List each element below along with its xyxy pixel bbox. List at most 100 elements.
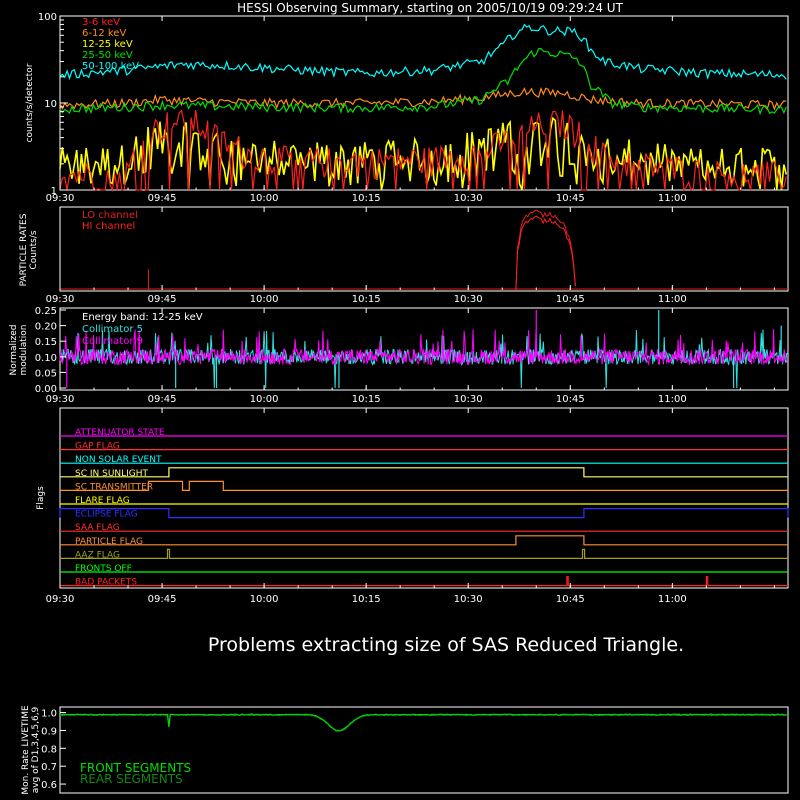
modulation-xtick-label: 09:30	[46, 394, 75, 405]
modulation-ylabel: Normalized	[9, 324, 19, 375]
modulation-ytick-label: 0.25	[35, 306, 57, 317]
flags-xtick-label: 10:45	[556, 594, 585, 605]
flag-line-sc-transmitter	[60, 480, 788, 491]
counts-panel: 100 10 1 09:30 09:45 10:00 10:15 10:30 10:45 11:…	[25, 12, 789, 204]
modulation-ytick-label: 0.20	[35, 322, 57, 333]
flag-label-eclipse-flag: ECLIPSE FLAG	[75, 510, 138, 520]
counts-series-25-50-kev	[59, 47, 787, 116]
flag-label-particle-flag: PARTICLE FLAG	[75, 537, 143, 547]
counts-ytick-label: 1	[51, 186, 57, 197]
flag-label-bad-packets: BAD PACKETS	[75, 578, 137, 588]
modulation-ylabel-2: modulation	[19, 325, 29, 376]
livetime-ytick-label: 0.9	[41, 726, 57, 737]
flag-label-saa-flag: SAA FLAG	[75, 523, 120, 533]
flag-line-particle-flag	[60, 535, 788, 546]
flags-plot-area: ATTENUATOR STATE GAP FLAG NON SOLAR EVENT S…	[59, 428, 789, 588]
livetime-yticks: 1.0 0.9 0.8 0.7 0.6	[41, 709, 66, 791]
flags-xtick-label: 10:15	[352, 594, 381, 605]
counts-xtick-label: 09:45	[148, 193, 177, 204]
legend-3-6-kev: 3-6 keV	[82, 17, 120, 28]
flags-xtick-label: 11:00	[658, 594, 687, 605]
particle-xtick-label: 10:00	[250, 294, 279, 305]
flags-panel: ATTENUATOR STATE GAP FLAG NON SOLAR EVENT S…	[36, 407, 789, 605]
modulation-ytick-label: 0.10	[35, 353, 57, 364]
counts-xtick-label: 10:45	[556, 193, 585, 204]
modulation-xtick-label: 10:45	[556, 394, 585, 405]
particle-ylabel: PARTICLE RATES	[19, 213, 29, 286]
livetime-ylabel: Mon. Rate LIVETIME	[21, 705, 31, 795]
particle-ylabel-units: Counts/s	[29, 230, 39, 269]
modulation-ytick-label: 0.05	[35, 368, 57, 379]
flag-label-fronts-off: FRONTS OFF	[75, 564, 132, 574]
flags-xtick-label: 09:30	[46, 594, 75, 605]
particle-xtick-label: 11:00	[658, 294, 687, 305]
particle-panel: 09:30 09:45 10:00 10:15 10:30 10:45 11:00 PART…	[19, 206, 789, 305]
sas-error-message: Problems extracting size of SAS Reduced …	[208, 634, 684, 656]
modulation-ytick-label: 0.15	[35, 337, 57, 348]
modulation-yticks: 0.25 0.20 0.15 0.10 0.05 0.00	[35, 306, 66, 395]
counts-series-6-12-kev	[59, 86, 787, 111]
modulation-panel: 0.25 0.20 0.15 0.10 0.05 0.00 09:30 09:45 10:00…	[9, 306, 789, 405]
particle-xtick-label: 10:30	[454, 294, 483, 305]
livetime-ylabel-2: avg of D1,3,4,5,6,9	[31, 706, 41, 793]
livetime-panel: 1.0 0.9 0.8 0.7 0.6 Mon. Rate LIVETIME avg o…	[21, 705, 789, 795]
livetime-ytick-label: 0.7	[41, 762, 57, 773]
flag-line-aaz-flag	[60, 548, 788, 559]
legend-50-100-kev: 50-100 keV	[82, 61, 139, 72]
counts-plot-area	[59, 23, 788, 193]
legend-collimator-9: Collimator 9	[82, 336, 143, 347]
particle-xtick-label: 10:15	[352, 294, 381, 305]
particle-xtick-label: 09:45	[148, 294, 177, 305]
livetime-ytick-label: 0.8	[41, 744, 57, 755]
livetime-plot-area	[59, 713, 787, 732]
flag-line-bad-packets	[60, 576, 788, 587]
legend-6-12-kev: 6-12 keV	[82, 28, 126, 39]
counts-series-3-6-kev	[59, 109, 787, 193]
legend-collimator-5: Collimator 5	[82, 324, 143, 335]
livetime-front-curve	[59, 713, 787, 732]
livetime-ytick-label: 0.6	[41, 780, 57, 791]
counts-xticks: 09:30 09:45 10:00 10:15 10:30 10:45 11:00	[46, 16, 775, 204]
flags-xtick-label: 10:00	[250, 594, 279, 605]
flag-label-sc-transmitter: SC TRANSMITTER	[75, 482, 153, 492]
modulation-axes-frame	[59, 307, 789, 391]
modulation-plot-area	[59, 310, 788, 389]
legend-lo-channel: LO channel	[82, 210, 138, 221]
livetime-axes-frame	[59, 706, 789, 794]
flags-ylabel: Flags	[36, 486, 46, 510]
particle-hi-curve	[515, 215, 576, 291]
counts-xtick-label: 09:30	[46, 193, 75, 204]
flag-label-sc-in-sunlight: SC IN SUNLIGHT	[75, 469, 149, 479]
flags-xtick-label: 09:45	[148, 594, 177, 605]
flags-axes-frame	[59, 407, 789, 589]
modulation-xtick-label: 10:00	[250, 394, 279, 405]
flags-xtick-label: 10:30	[454, 594, 483, 605]
counts-xtick-label: 10:15	[352, 193, 381, 204]
counts-legend: 3-6 keV 6-12 keV 12-25 keV 25-50 keV 50-…	[82, 17, 139, 72]
modulation-collimator-9-curve	[59, 329, 788, 367]
legend-25-50-kev: 25-50 keV	[82, 50, 133, 61]
counts-yticks: 100 10 1	[38, 12, 68, 197]
modulation-xtick-label: 11:00	[658, 394, 687, 405]
livetime-ytick-label: 1.0	[41, 709, 57, 720]
counts-ytick-label: 100	[38, 12, 57, 23]
counts-xtick-label: 10:00	[250, 193, 279, 204]
counts-ylabel: counts/s/detector	[25, 63, 35, 142]
counts-xtick-label: 10:30	[454, 193, 483, 204]
legend-front-segments: FRONT SEGMENTS	[80, 761, 191, 775]
flag-line-eclipse-flag	[59, 508, 789, 519]
modulation-xticks: 09:30 09:45 10:00 10:15 10:30 10:45 11:00	[46, 308, 775, 405]
particle-xticks: 09:30 09:45 10:00 10:15 10:30 10:45 11:00	[46, 207, 775, 305]
modulation-ytick-label: 0.00	[35, 384, 57, 395]
energy-band-annotation: Energy band: 12-25 keV	[82, 312, 203, 323]
particle-xtick-label: 10:45	[556, 294, 585, 305]
counts-xtick-label: 11:00	[658, 193, 687, 204]
counts-ytick-label: 10	[44, 99, 57, 110]
legend-12-25-kev: 12-25 keV	[82, 39, 133, 50]
figure-title: HESSI Observing Summary, starting on 200…	[237, 1, 623, 15]
flag-label-aaz-flag: AAZ FLAG	[75, 550, 120, 560]
flag-line-sc-in-sunlight	[60, 467, 788, 478]
particle-axes-frame	[59, 206, 789, 292]
particle-lo-curve	[515, 209, 576, 291]
